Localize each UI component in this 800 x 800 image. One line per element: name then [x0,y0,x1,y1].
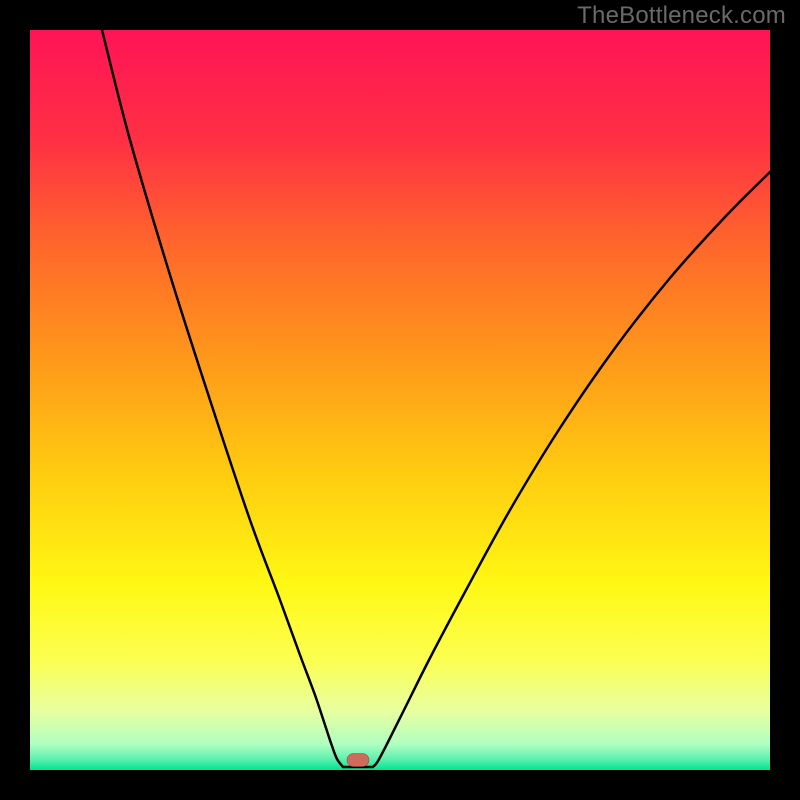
plot-gradient-background [30,30,770,770]
bottleneck-curve-chart [0,0,800,800]
chart-container: TheBottleneck.com [0,0,800,800]
watermark-text: TheBottleneck.com [577,2,786,30]
optimal-point-marker [347,754,369,767]
